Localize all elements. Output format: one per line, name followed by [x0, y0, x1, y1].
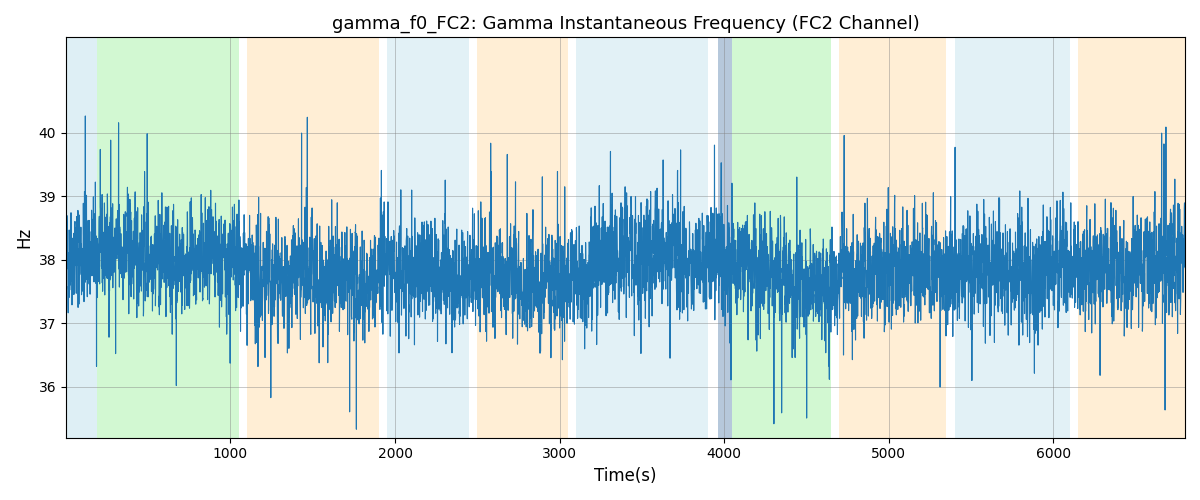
Bar — [1078, 38, 1184, 438]
Bar — [247, 38, 378, 438]
Title: gamma_f0_FC2: Gamma Instantaneous Frequency (FC2 Channel): gamma_f0_FC2: Gamma Instantaneous Freque… — [331, 15, 919, 34]
Bar — [97, 38, 239, 438]
Bar — [386, 38, 469, 438]
Bar — [732, 38, 832, 438]
Bar — [576, 38, 708, 438]
X-axis label: Time(s): Time(s) — [594, 467, 656, 485]
Bar — [718, 38, 732, 438]
Bar — [954, 38, 1069, 438]
Bar — [478, 38, 568, 438]
Bar — [66, 38, 97, 438]
Y-axis label: Hz: Hz — [16, 227, 34, 248]
Bar — [839, 38, 947, 438]
